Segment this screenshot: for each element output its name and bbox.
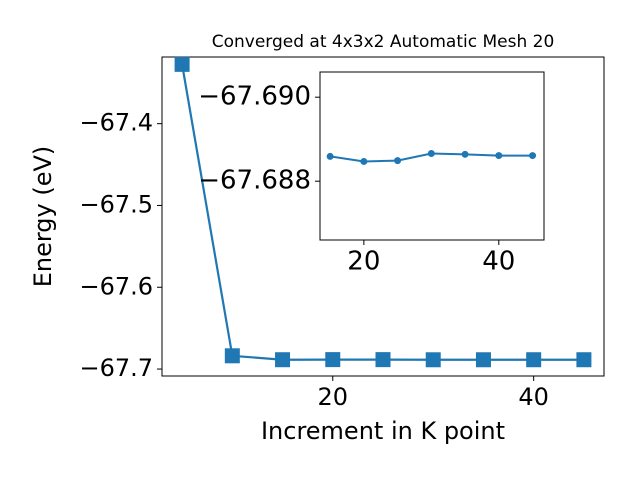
x-tick-label: 20 [317, 383, 348, 411]
point [375, 352, 391, 368]
y-tick-label: −67.7 [79, 354, 153, 382]
y-tick-label: −67.5 [79, 190, 153, 218]
x-tick-label: 40 [518, 383, 549, 411]
point [427, 149, 435, 157]
y-tick-label: −67.690 [198, 82, 311, 112]
point [475, 352, 491, 368]
y-tick-label: −67.6 [79, 272, 153, 300]
point [326, 152, 334, 160]
y-tick-label: −67.688 [198, 166, 311, 196]
x-tick-label: 40 [482, 247, 515, 277]
point [529, 152, 537, 160]
y-tick-label: −67.4 [79, 109, 153, 137]
point [461, 150, 469, 158]
point [325, 352, 341, 368]
point [174, 56, 190, 72]
chart-title: Converged at 4x3x2 Automatic Mesh 20 [212, 32, 555, 52]
point [394, 157, 402, 165]
point [495, 152, 503, 160]
y-axis-label: Energy (eV) [29, 146, 57, 288]
x-tick-label: 20 [347, 247, 380, 277]
point [360, 157, 368, 165]
x-axis-label: Increment in K point [261, 417, 505, 445]
point [275, 352, 291, 368]
point [425, 352, 441, 368]
point [526, 352, 542, 368]
point [224, 348, 240, 364]
point [576, 352, 592, 368]
